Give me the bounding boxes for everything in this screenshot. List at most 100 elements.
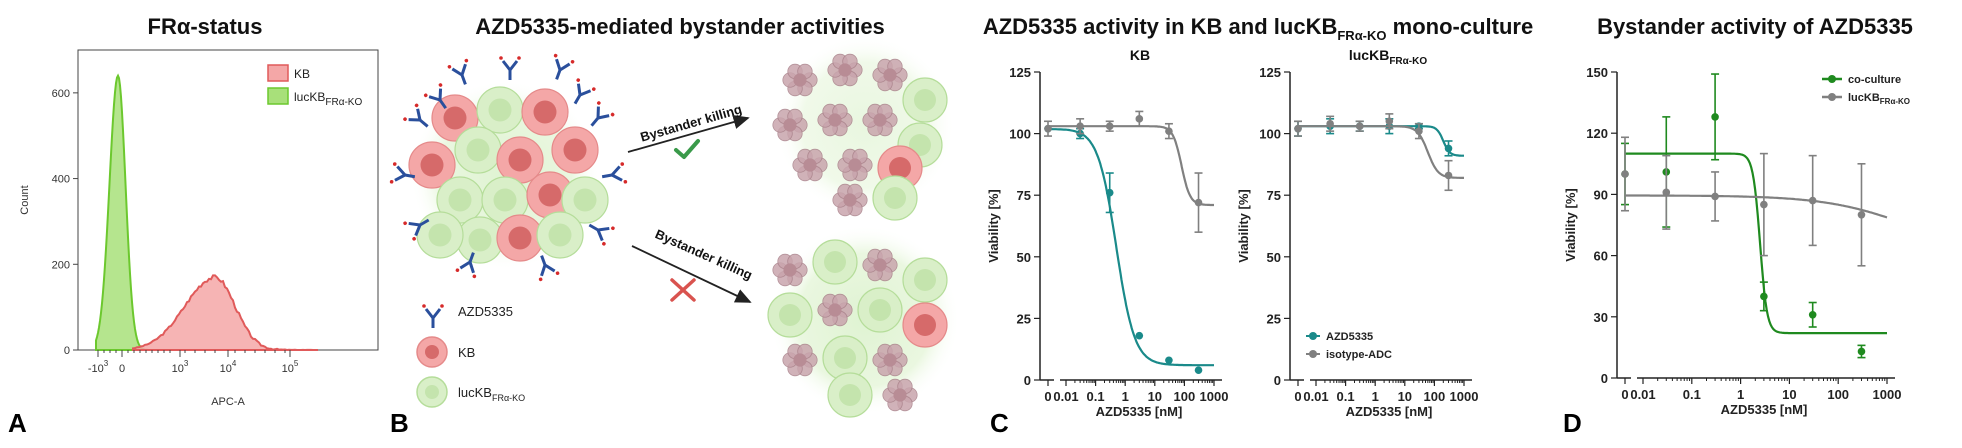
x-tick-label: 10 <box>1398 389 1412 404</box>
antibody-icons <box>389 53 628 282</box>
payload-dot <box>403 117 407 121</box>
cell <box>862 248 898 282</box>
cell <box>772 253 808 287</box>
dead-cell-core <box>883 68 897 82</box>
panel-c-left-subtitle: KB <box>1130 47 1150 63</box>
y-tick-label: 0 <box>1601 371 1608 386</box>
cell <box>902 77 948 123</box>
cell <box>792 148 828 182</box>
cell <box>857 287 903 333</box>
cell <box>882 378 918 412</box>
payload-dot <box>570 60 575 64</box>
tumor-cluster-surviving <box>767 225 960 418</box>
dead-cell-core <box>838 63 852 77</box>
cross-icon <box>670 278 696 302</box>
data-point <box>1194 366 1203 374</box>
x-axis-label: AZD5335 [nM] <box>1346 404 1433 419</box>
legend-coculture-marker <box>1828 75 1836 83</box>
cell <box>767 292 813 338</box>
kb-cell-icon <box>416 336 448 368</box>
y-tick-label: 75 <box>1017 188 1031 203</box>
cell <box>772 108 808 142</box>
luckb-cell-nucleus <box>466 138 490 162</box>
x-tick-label: 1000 <box>1200 389 1229 404</box>
legend-kb-cell-label: KB <box>458 345 475 360</box>
x-tick-label: 1 <box>1737 387 1744 402</box>
antibody-arm <box>597 226 610 232</box>
kb-cell-nucleus <box>443 106 467 130</box>
antibody-arm <box>394 173 406 182</box>
y-tick-label: 50 <box>1267 250 1281 265</box>
panel-b-title: AZD5335-mediated bystander activities <box>475 14 885 39</box>
antibody-arm <box>540 264 547 277</box>
payload-dot <box>447 65 452 69</box>
panel-b-letter: B <box>390 408 409 438</box>
cell <box>832 183 868 217</box>
panel-c-title: AZD5335 activity in KB and lucKBFRα-KO m… <box>983 14 1533 43</box>
data-point <box>1105 188 1114 197</box>
antibody-icon <box>590 101 615 127</box>
antibody-icon <box>423 83 447 110</box>
antibody-icon <box>538 255 560 282</box>
y-tick-label: 400 <box>52 174 70 186</box>
x-axis-label: AZD5335 [nM] <box>1721 402 1808 417</box>
luckb-cell-nucleus <box>909 134 931 156</box>
luckb-cell-nucleus <box>779 304 801 326</box>
kb-cell-nucleus <box>420 153 444 177</box>
data-point <box>1444 171 1453 180</box>
antibody-arm <box>416 108 422 121</box>
fit-curve-co-culture <box>1625 152 1887 335</box>
antibody-icon <box>601 162 628 184</box>
panel-c-legend: AZD5335 isotype-ADC <box>1306 331 1392 361</box>
fit-curve-azd5335 <box>1047 127 1214 367</box>
antibody-icon <box>447 58 469 85</box>
y-tick-label: 60 <box>1594 249 1608 264</box>
y-axis-label: Viability [%] <box>1563 188 1578 261</box>
panel-c: AZD5335 activity in KB and lucKBFRα-KO m… <box>983 14 1533 438</box>
payload-dot <box>555 271 560 275</box>
data-point <box>1621 170 1629 178</box>
antibody-arm <box>555 58 562 71</box>
cell <box>476 86 524 134</box>
histogram-luckb <box>95 73 149 351</box>
x-tick-label: 0.01 <box>1630 387 1655 402</box>
dead-cell-core <box>793 73 807 87</box>
luckb-cell-nucleus <box>839 384 861 406</box>
dead-cell-core <box>873 258 887 272</box>
data-point <box>1044 124 1052 133</box>
x-tick-label: 103 <box>172 359 189 375</box>
data-point <box>1808 310 1817 319</box>
cell <box>822 335 868 381</box>
legend-luckb-cell-label: lucKBFRα-KO <box>458 385 525 403</box>
x-tick-label: -103 <box>88 359 109 375</box>
antibody-arm <box>396 165 407 177</box>
data-point <box>1760 292 1768 301</box>
luckb-cell-nucleus <box>448 188 472 212</box>
histogram-kb <box>132 274 318 352</box>
payload-dot <box>412 236 416 241</box>
luckb-cell-nucleus <box>468 228 492 252</box>
x-tick-label: 100 <box>1424 389 1446 404</box>
data-point <box>1415 127 1423 135</box>
panel-b-legend: AZD5335 KB lucKBFRα-KO <box>416 304 525 408</box>
legend-azd5335-text: AZD5335 <box>1326 331 1373 343</box>
data-point <box>1711 192 1719 201</box>
payload-dot <box>414 103 419 108</box>
x-tick-label: 100 <box>1827 387 1849 402</box>
payload-dot <box>538 277 543 282</box>
antibody-icon <box>499 56 521 80</box>
data-point <box>1165 127 1173 135</box>
antibody-arm <box>596 106 600 119</box>
y-tick-label: 100 <box>1259 127 1281 142</box>
legend-kb-swatch <box>267 64 289 82</box>
y-axis-label: Viability [%] <box>986 189 1001 262</box>
panel-a-ylabel: Count <box>19 185 31 214</box>
payload-dot <box>455 268 460 272</box>
kb-cell-nucleus <box>889 157 911 179</box>
cell <box>837 148 873 182</box>
payload-dot <box>576 78 581 82</box>
antibody-icon <box>455 252 477 279</box>
legend-luckb-label: lucKBFRα-KO <box>294 90 362 108</box>
luckb-cell-nucleus <box>824 251 846 273</box>
cell <box>496 214 544 262</box>
